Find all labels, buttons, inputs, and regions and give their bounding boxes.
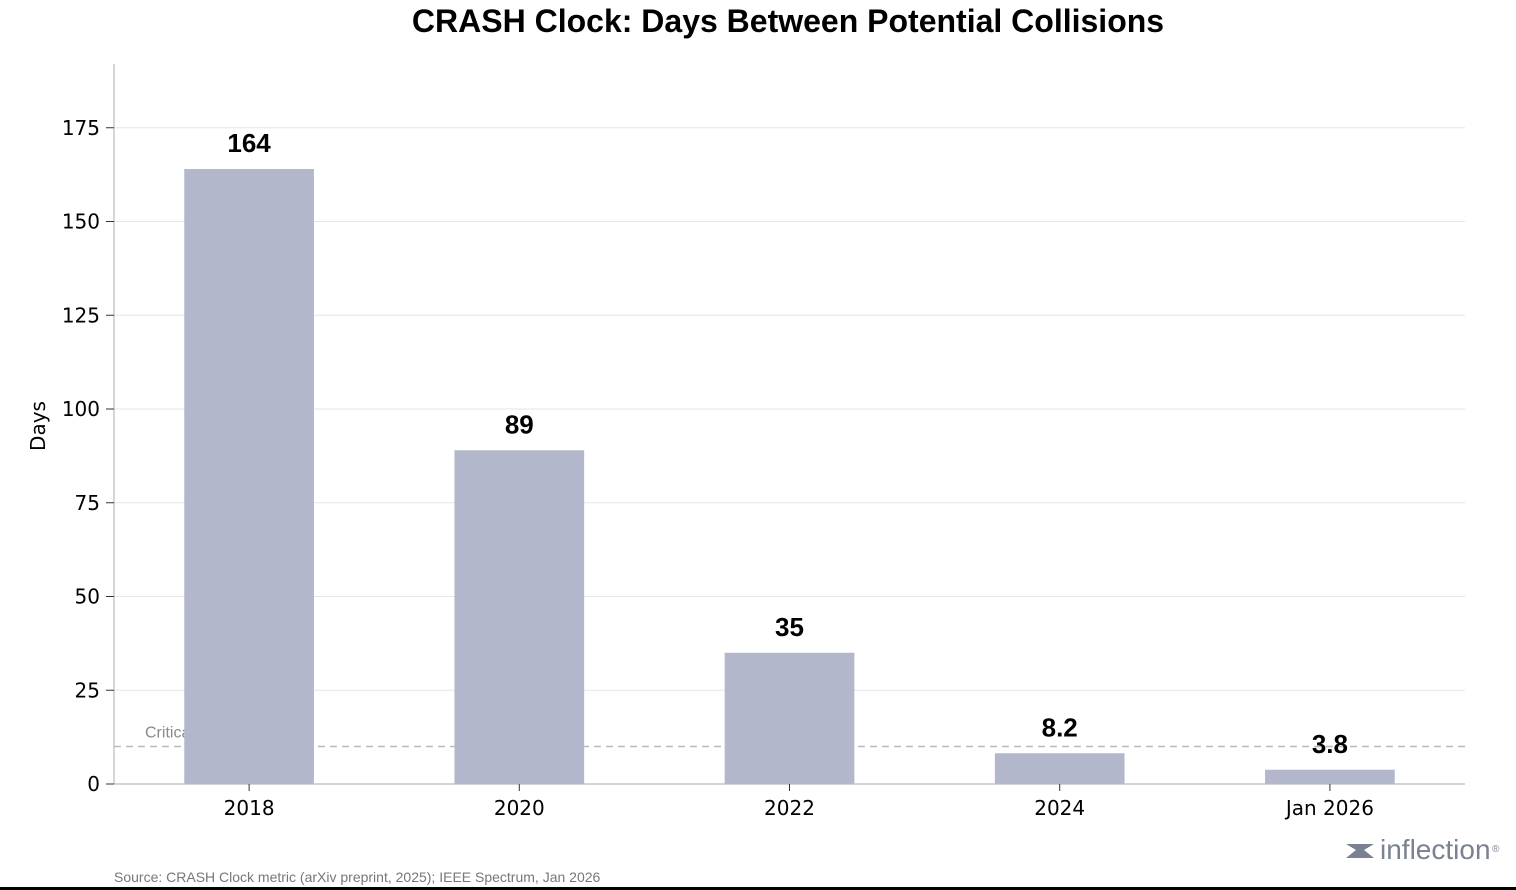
y-ticks-group: 0 25 50 75 100 125 150 175 (62, 116, 114, 796)
y-tick-label: 75 (75, 491, 100, 515)
source-note: Source: CRASH Clock metric (arXiv prepri… (114, 869, 601, 885)
x-tick-label: 2024 (1034, 796, 1085, 820)
y-tick-label: 50 (75, 585, 100, 609)
chart-title: CRASH Clock: Days Between Potential Coll… (412, 3, 1164, 39)
y-tick-label: 0 (87, 772, 100, 796)
data-label: 89 (505, 409, 534, 439)
x-ticks-group: 2018 2020 2022 2024 Jan 2026 (224, 784, 1374, 820)
x-tick-label: 2018 (224, 796, 275, 820)
y-tick-label: 175 (62, 116, 100, 140)
y-tick-label: 150 (62, 210, 100, 234)
data-label: 8.2 (1042, 712, 1078, 742)
bar (454, 450, 585, 784)
bar (724, 652, 855, 784)
data-label: 35 (775, 612, 804, 642)
data-labels-group: 164 89 35 8.2 3.8 (227, 128, 1348, 759)
bar (994, 753, 1125, 784)
x-tick-label: 2020 (494, 796, 545, 820)
x-tick-label: Jan 2026 (1284, 796, 1374, 820)
bars-group (184, 169, 1395, 784)
y-tick-label: 25 (75, 678, 100, 702)
logo: inflection ® (1346, 834, 1500, 865)
bottom-border (0, 887, 1516, 890)
logo-text: inflection (1380, 834, 1491, 865)
y-tick-label: 100 (62, 397, 100, 421)
y-axis-label: Days (26, 401, 50, 451)
data-label: 164 (227, 128, 271, 158)
data-label: 3.8 (1312, 729, 1348, 759)
inflection-logo-icon (1346, 844, 1374, 858)
grid-lines (114, 127, 1465, 691)
x-tick-label: 2022 (764, 796, 815, 820)
bar (1265, 769, 1395, 784)
logo-registered-mark: ® (1492, 844, 1500, 855)
bar (184, 169, 314, 784)
y-tick-label: 125 (62, 303, 100, 327)
